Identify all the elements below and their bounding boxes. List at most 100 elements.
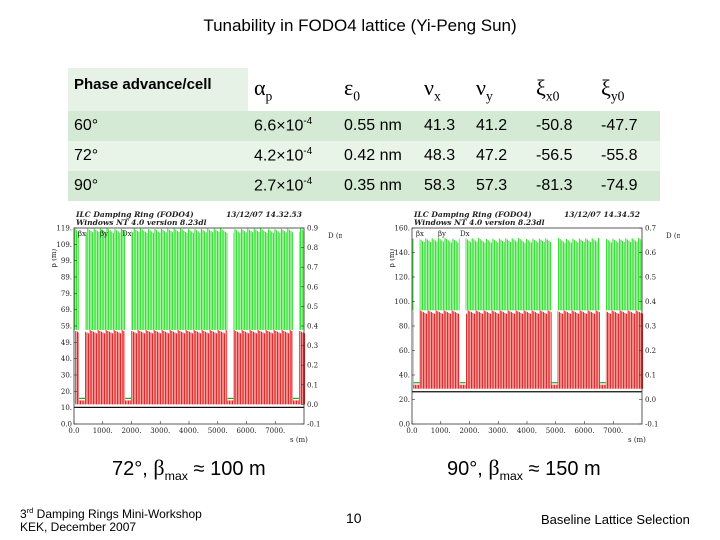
- y-tick-label: 20.: [61, 388, 72, 396]
- y2-tick-label: 0.4: [645, 298, 657, 306]
- footer-section: Baseline Lattice Selection: [541, 512, 690, 527]
- y2-tick-label: -0.1: [307, 421, 321, 429]
- x-tick-label: 1000.: [93, 427, 113, 435]
- table-cell: -56.5: [530, 141, 595, 171]
- y2-tick-label: 0.4: [307, 323, 319, 331]
- y2-tick-label: 0.3: [307, 342, 318, 350]
- caption-symbol: β: [488, 455, 500, 480]
- x-tick-label: 6000.: [236, 427, 256, 435]
- x-tick-label: 4000.: [179, 427, 199, 435]
- y2-tick-label: 0.8: [307, 244, 318, 252]
- column-header: ξx0: [530, 68, 595, 111]
- y-tick-label: 30.: [61, 372, 72, 380]
- straight-section: [125, 228, 132, 401]
- cell-mantissa: 2.7×10: [254, 177, 304, 195]
- x-tick-label: 2000.: [121, 427, 141, 435]
- y-tick-label: 100.: [394, 298, 410, 306]
- x-tick-label: 4000.: [517, 427, 537, 435]
- y-tick-label: 59.: [61, 323, 72, 331]
- y2-axis-label: D (m): [666, 232, 680, 240]
- x-tick-label: 7000.: [265, 427, 285, 435]
- lattice-plot: ILC Damping Ring (FODO4)Windows NT 4.0 v…: [52, 210, 342, 443]
- plot-caption: 90°, βmax ≈ 150 m: [447, 455, 601, 483]
- table-cell: 6.6×10-4: [248, 111, 338, 141]
- y-tick-label: 80.: [399, 323, 410, 331]
- straight-section: [551, 237, 558, 385]
- x-tick-label: 3000.: [150, 427, 170, 435]
- y-tick-label: 140.: [394, 249, 410, 257]
- header-subscript: p: [265, 88, 273, 104]
- y-tick-label: 10.: [61, 404, 72, 412]
- table-cell: 47.2: [470, 141, 530, 171]
- footer-text: Damping Rings Mini-Workshop: [36, 507, 202, 521]
- table-cell: -55.8: [595, 141, 660, 171]
- y-axis-label: β (m): [390, 249, 396, 268]
- header-symbol: ν: [476, 74, 486, 100]
- cell-exponent: -4: [303, 176, 313, 188]
- table-cell: -50.8: [530, 111, 595, 141]
- cell-mantissa: 4.2×10: [254, 147, 304, 165]
- y2-tick-label: 0.0: [307, 401, 318, 409]
- legend-label: βy: [438, 230, 446, 238]
- y-tick-label: 0.0: [61, 421, 72, 429]
- plot-caption: 72°, βmax ≈ 100 m: [112, 455, 266, 483]
- y-tick-label: 0.0: [399, 421, 410, 429]
- column-header: ε0: [338, 68, 418, 111]
- y2-tick-label: 0.7: [645, 225, 656, 233]
- x-tick-label: 7000.: [603, 427, 623, 435]
- x-axis-label: s (m): [628, 436, 646, 443]
- straight-section: [292, 228, 299, 401]
- y2-tick-label: -0.1: [645, 421, 659, 429]
- straight-section: [413, 237, 420, 385]
- table-cell: 0.35 nm: [338, 171, 418, 201]
- column-header-text: Phase advance/cell: [74, 76, 212, 93]
- table-cell: 0.55 nm: [338, 111, 418, 141]
- y-tick-label: 119.: [56, 225, 72, 233]
- caption-text: 90°,: [447, 458, 489, 480]
- y-tick-label: 120.: [394, 274, 410, 282]
- table-row: 90° 2.7×10-4 0.35 nm 58.3 57.3 -81.3 -74.9: [68, 171, 660, 201]
- footer-text: 3: [20, 507, 27, 521]
- y2-tick-label: 0.2: [307, 362, 318, 370]
- caption-text: 72°,: [112, 458, 154, 480]
- plot-header: ILC Damping Ring (FODO4): [413, 210, 532, 219]
- y-tick-label: 109.: [56, 241, 72, 249]
- legend-label: βx: [416, 230, 424, 238]
- table-cell: 72°: [68, 141, 248, 171]
- footer-workshop: 3rd Damping Rings Mini-Workshop: [20, 506, 202, 521]
- column-header: ξy0: [595, 68, 660, 111]
- header-symbol: ξ: [601, 74, 611, 100]
- header-subscript: 0: [353, 88, 361, 104]
- legend-label: βy: [100, 230, 108, 238]
- lattice-plot: ILC Damping Ring (FODO4)Windows NT 4.0 v…: [390, 210, 680, 443]
- x-tick-label: 2000.: [459, 427, 479, 435]
- cell-exponent: -4: [303, 146, 313, 158]
- y-tick-label: 160.: [394, 225, 410, 233]
- x-tick-label: 0.0: [68, 427, 79, 435]
- column-header: νx: [418, 68, 470, 111]
- lattice-traces: [412, 237, 644, 393]
- header-symbol: α: [254, 74, 266, 100]
- y-tick-label: 20.: [399, 396, 410, 404]
- x-tick-label: 1000.: [431, 427, 451, 435]
- table-row: 72° 4.2×10-4 0.42 nm 48.3 47.2 -56.5 -55.8: [68, 141, 660, 171]
- parameter-table: Phase advance/cell αp ε0 νx νy ξx0 ξy0 6…: [68, 68, 660, 201]
- x-tick-label: 5000.: [546, 427, 566, 435]
- y-tick-label: 79.: [61, 290, 72, 298]
- slide-title: Tunability in FODO4 lattice (Yi-Peng Sun…: [203, 16, 517, 35]
- table-cell: 0.42 nm: [338, 141, 418, 171]
- plot-header: Windows NT 4.0 version 8.23dl: [76, 218, 207, 227]
- footer-superscript: rd: [26, 506, 34, 515]
- y-tick-label: 99.: [61, 257, 72, 265]
- plot-header: Windows NT 4.0 version 8.23dl: [414, 218, 545, 227]
- plot-date: 13/12/07 14.32.53: [226, 210, 302, 219]
- caption-symbol: β: [153, 455, 165, 480]
- table-cell: 58.3: [418, 171, 470, 201]
- y2-tick-label: 0.5: [645, 274, 656, 282]
- table-row: 60° 6.6×10-4 0.55 nm 41.3 41.2 -50.8 -47.7: [68, 111, 660, 141]
- caption-subscript: max: [499, 469, 523, 483]
- cell-exponent: -4: [303, 116, 313, 128]
- y-tick-label: 40.: [61, 355, 72, 363]
- y2-tick-label: 0.7: [307, 264, 318, 272]
